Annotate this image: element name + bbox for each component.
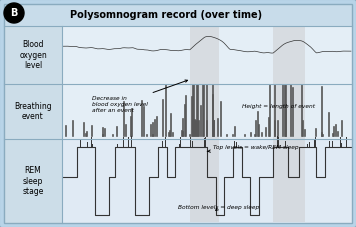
Text: B: B bbox=[10, 8, 18, 18]
Bar bbox=[4, 26, 352, 84]
Text: Bottom levels = deep sleep: Bottom levels = deep sleep bbox=[178, 205, 260, 210]
Bar bbox=[273, 27, 305, 222]
Text: Blood
oxygen
level: Blood oxygen level bbox=[19, 40, 47, 70]
Text: Polysomnogram record (over time): Polysomnogram record (over time) bbox=[70, 10, 262, 20]
Bar bbox=[4, 4, 352, 26]
Text: Decrease in
blood oxygen level
after an event: Decrease in blood oxygen level after an … bbox=[92, 80, 188, 113]
Bar bbox=[4, 26, 62, 223]
Text: REM
sleep
stage: REM sleep stage bbox=[22, 166, 44, 196]
Bar bbox=[4, 84, 352, 139]
Circle shape bbox=[4, 3, 24, 23]
Text: Breathing
event: Breathing event bbox=[14, 102, 52, 121]
Bar bbox=[4, 139, 352, 223]
Text: Top levels = wake/REM sleep: Top levels = wake/REM sleep bbox=[207, 145, 298, 152]
Text: Height = length of event: Height = length of event bbox=[242, 104, 315, 109]
Bar bbox=[190, 27, 219, 222]
